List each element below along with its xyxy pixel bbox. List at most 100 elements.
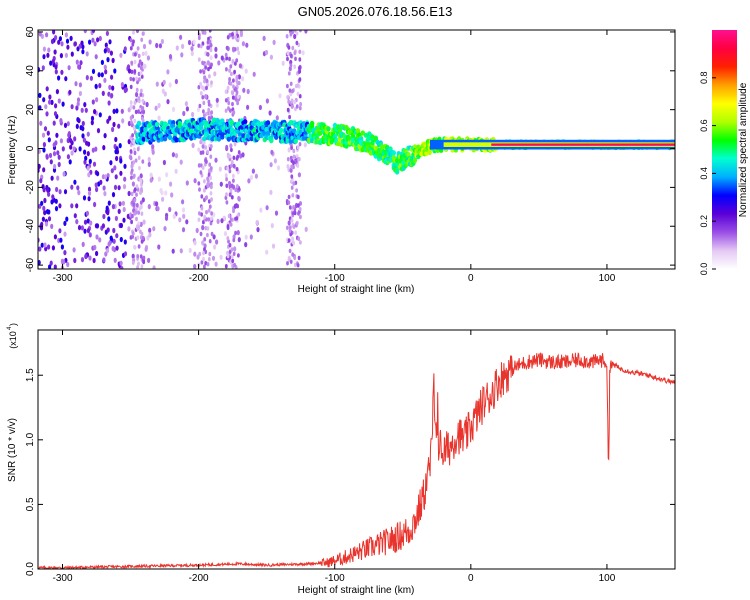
spectrogram-noise-cell bbox=[210, 80, 213, 85]
spectrogram-signal-cell bbox=[243, 119, 248, 125]
spectrogram-noise-cell bbox=[205, 111, 208, 117]
spectrogram-noise-cell bbox=[287, 200, 291, 205]
spectrogram-noise-cell bbox=[275, 115, 279, 121]
spectrogram-noise-cell bbox=[38, 148, 41, 154]
spectrogram-noise-cell bbox=[40, 221, 44, 227]
spectrogram-noise-cell bbox=[166, 69, 170, 75]
spectrogram-noise-cell bbox=[226, 236, 230, 241]
spectrogram-noise-cell bbox=[231, 101, 234, 107]
spectrogram-noise-cell bbox=[66, 154, 70, 160]
spectrogram-noise-cell bbox=[232, 237, 236, 243]
spectrogram-noise-cell bbox=[38, 246, 42, 252]
spectrogram-noise-cell bbox=[66, 137, 70, 144]
spectrogram-noise-cell bbox=[133, 211, 137, 216]
spectrogram-noise-cell bbox=[48, 94, 52, 100]
spectrogram-noise-cell bbox=[160, 38, 164, 45]
spectrogram-noise-cell bbox=[46, 130, 50, 136]
spectrogram-noise-cell bbox=[199, 44, 203, 49]
spectrogram-noise-cell bbox=[162, 79, 166, 85]
spectrogram-noise-cell bbox=[129, 100, 133, 105]
spectrogram-noise-cell bbox=[220, 218, 224, 224]
spectrogram-noise-cell bbox=[252, 71, 256, 77]
spectrogram-noise-cell bbox=[209, 175, 213, 181]
spectrogram-noise-cell bbox=[38, 260, 41, 266]
spectrogram-noise-cell bbox=[293, 255, 297, 261]
spectrogram-noise-cell bbox=[197, 163, 201, 168]
spectrogram-noise-cell bbox=[162, 159, 166, 166]
spectrogram-noise-cell bbox=[246, 88, 250, 95]
spectrogram-noise-cell bbox=[151, 144, 155, 150]
spectrogram-noise-cell bbox=[56, 150, 60, 156]
spectrogram-noise-cell bbox=[204, 145, 208, 150]
spectrogram-noise-cell bbox=[107, 100, 111, 106]
spectrogram-noise-cell bbox=[41, 132, 46, 138]
spectrogram-noise-cell bbox=[87, 196, 91, 202]
spectrogram-noise-cell bbox=[295, 188, 298, 193]
spectrogram-noise-cell bbox=[48, 264, 52, 269]
spectrogram-noise-cell bbox=[70, 51, 74, 57]
spectrogram-noise-cell bbox=[235, 156, 239, 161]
spectrogram-noise-cell bbox=[288, 228, 292, 233]
spectrogram-signal-cell bbox=[171, 120, 176, 126]
spectrogram-noise-cell bbox=[119, 170, 123, 176]
spectrogram-noise-cell bbox=[79, 60, 83, 66]
spectrogram-noise-cell bbox=[203, 237, 207, 242]
spectrogram-noise-cell bbox=[119, 158, 123, 164]
spectrogram-noise-cell bbox=[133, 187, 137, 192]
spectrogram-noise-cell bbox=[134, 52, 137, 57]
spectrogram-noise-cell bbox=[195, 227, 199, 234]
spectrogram-noise-cell bbox=[45, 32, 49, 38]
spectrogram-noise-cell bbox=[200, 212, 204, 217]
snr-x-label: Height of straight line (km) bbox=[298, 585, 415, 596]
spectrogram-noise-cell bbox=[237, 50, 241, 56]
spectrogram-noise-cell bbox=[47, 47, 51, 53]
spectrogram-noise-cell bbox=[139, 179, 143, 184]
spectrogram-noise-cell bbox=[131, 213, 134, 219]
spectrogram-noise-cell bbox=[43, 210, 47, 216]
spectrogram-noise-cell bbox=[144, 50, 148, 57]
spectrogram-noise-cell bbox=[185, 219, 189, 225]
spectrogram-noise-cell bbox=[96, 37, 100, 43]
spectrogram-noise-cell bbox=[135, 184, 139, 189]
spectrogram-noise-cell bbox=[102, 185, 106, 191]
spectrogram-noise-cell bbox=[45, 154, 49, 160]
spectrogram-noise-cell bbox=[203, 243, 207, 249]
spectrogram-noise-cell bbox=[286, 107, 290, 113]
spectrogram-noise-cell bbox=[228, 192, 232, 197]
spectrogram-noise-cell bbox=[95, 250, 99, 257]
spectrogram-noise-cell bbox=[206, 262, 210, 267]
spectrogram-noise-cell bbox=[81, 126, 85, 132]
spectrogram-noise-cell bbox=[117, 185, 121, 191]
spectrogram-noise-cell bbox=[83, 102, 87, 108]
spectrogram-noise-cell bbox=[119, 260, 123, 266]
spectrogram-noise-cell bbox=[140, 239, 144, 244]
spectrogram-noise-cell bbox=[44, 104, 48, 110]
spectrogram-noise-cell bbox=[292, 160, 295, 166]
spectrogram-noise-cell bbox=[133, 118, 137, 124]
spectrogram-noise-cell bbox=[43, 126, 48, 132]
spectrogram-noise-cell bbox=[139, 190, 142, 195]
colorbar-label: Normalized spectral amplitude bbox=[738, 82, 749, 217]
spectrogram-noise-cell bbox=[139, 92, 143, 97]
spectrogram-noise-cell bbox=[191, 142, 195, 148]
spectrogram-noise-cell bbox=[147, 161, 151, 167]
spectrogram-noise-cell bbox=[86, 165, 90, 171]
spectrogram-noise-cell bbox=[198, 103, 202, 109]
spectrogram-noise-cell bbox=[171, 152, 175, 158]
spectrogram-noise-cell bbox=[114, 149, 118, 155]
spectrogram-noise-cell bbox=[129, 149, 133, 154]
spectrogram-noise-cell bbox=[181, 199, 185, 205]
spectrogram-noise-cell bbox=[77, 190, 81, 196]
spectrogram-noise-cell bbox=[175, 45, 179, 51]
spectrogram-noise-cell bbox=[289, 91, 293, 97]
spectrogram-noise-cell bbox=[237, 150, 241, 155]
spectrogram-noise-cell bbox=[60, 69, 64, 75]
spectrogram-noise-cell bbox=[95, 223, 100, 229]
spectrogram-noise-cell bbox=[80, 257, 85, 263]
spectrogram-noise-cell bbox=[72, 146, 76, 152]
spectrogram-noise-cell bbox=[122, 217, 126, 223]
spectrogram-noise-cell bbox=[122, 206, 126, 213]
spectrogram-noise-cell bbox=[202, 70, 206, 75]
spectrogram-noise-cell bbox=[85, 210, 89, 216]
